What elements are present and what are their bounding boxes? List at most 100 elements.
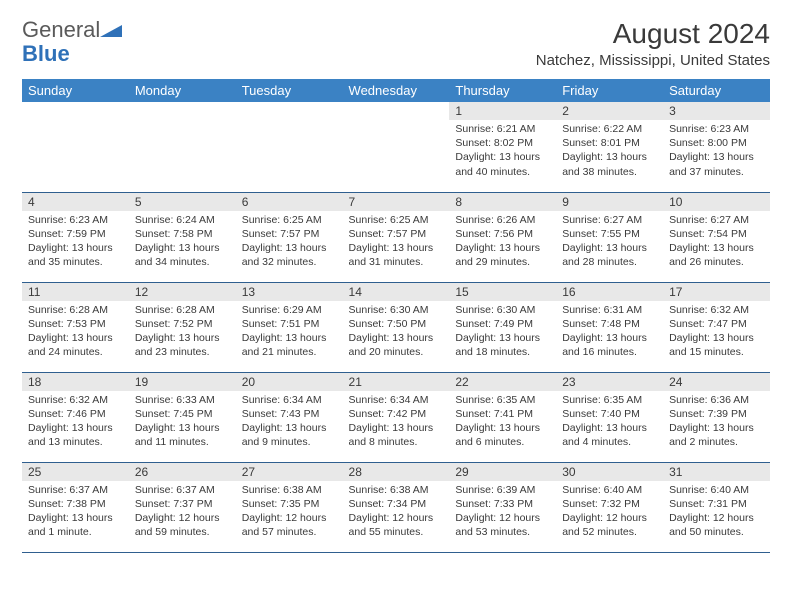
calendar-day-cell: 28Sunrise: 6:38 AMSunset: 7:34 PMDayligh… <box>343 462 450 552</box>
day-number: 24 <box>663 373 770 391</box>
weekday-header-row: SundayMondayTuesdayWednesdayThursdayFrid… <box>22 79 770 102</box>
day-info: Sunrise: 6:37 AMSunset: 7:37 PMDaylight:… <box>129 481 236 544</box>
day-number: 15 <box>449 283 556 301</box>
day-info: Sunrise: 6:27 AMSunset: 7:54 PMDaylight:… <box>663 211 770 274</box>
calendar-week-row: 18Sunrise: 6:32 AMSunset: 7:46 PMDayligh… <box>22 372 770 462</box>
calendar-day-cell: 5Sunrise: 6:24 AMSunset: 7:58 PMDaylight… <box>129 192 236 282</box>
day-info: Sunrise: 6:25 AMSunset: 7:57 PMDaylight:… <box>343 211 450 274</box>
day-number: 22 <box>449 373 556 391</box>
day-info: Sunrise: 6:32 AMSunset: 7:47 PMDaylight:… <box>663 301 770 364</box>
calendar-day-cell: 11Sunrise: 6:28 AMSunset: 7:53 PMDayligh… <box>22 282 129 372</box>
calendar-day-cell: 3Sunrise: 6:23 AMSunset: 8:00 PMDaylight… <box>663 102 770 192</box>
day-number: 6 <box>236 193 343 211</box>
calendar-day-cell: 26Sunrise: 6:37 AMSunset: 7:37 PMDayligh… <box>129 462 236 552</box>
weekday-header: Saturday <box>663 79 770 102</box>
calendar-day-cell <box>343 102 450 192</box>
calendar-day-cell: 19Sunrise: 6:33 AMSunset: 7:45 PMDayligh… <box>129 372 236 462</box>
calendar-day-cell: 12Sunrise: 6:28 AMSunset: 7:52 PMDayligh… <box>129 282 236 372</box>
day-info: Sunrise: 6:23 AMSunset: 7:59 PMDaylight:… <box>22 211 129 274</box>
brand-logo: General Blue <box>22 18 122 66</box>
day-number: 2 <box>556 102 663 120</box>
calendar-day-cell: 25Sunrise: 6:37 AMSunset: 7:38 PMDayligh… <box>22 462 129 552</box>
weekday-header: Friday <box>556 79 663 102</box>
weekday-header: Thursday <box>449 79 556 102</box>
day-info: Sunrise: 6:40 AMSunset: 7:32 PMDaylight:… <box>556 481 663 544</box>
calendar-week-row: 25Sunrise: 6:37 AMSunset: 7:38 PMDayligh… <box>22 462 770 552</box>
day-number: 19 <box>129 373 236 391</box>
day-info: Sunrise: 6:28 AMSunset: 7:53 PMDaylight:… <box>22 301 129 364</box>
day-number: 11 <box>22 283 129 301</box>
day-info: Sunrise: 6:40 AMSunset: 7:31 PMDaylight:… <box>663 481 770 544</box>
day-number: 4 <box>22 193 129 211</box>
day-info: Sunrise: 6:21 AMSunset: 8:02 PMDaylight:… <box>449 120 556 183</box>
day-number: 3 <box>663 102 770 120</box>
location: Natchez, Mississippi, United States <box>536 52 770 69</box>
day-info: Sunrise: 6:24 AMSunset: 7:58 PMDaylight:… <box>129 211 236 274</box>
day-info: Sunrise: 6:35 AMSunset: 7:41 PMDaylight:… <box>449 391 556 454</box>
day-number: 10 <box>663 193 770 211</box>
day-number: 25 <box>22 463 129 481</box>
day-number: 16 <box>556 283 663 301</box>
day-number: 12 <box>129 283 236 301</box>
day-number: 14 <box>343 283 450 301</box>
day-number: 5 <box>129 193 236 211</box>
month-title: August 2024 <box>536 18 770 50</box>
calendar-day-cell: 21Sunrise: 6:34 AMSunset: 7:42 PMDayligh… <box>343 372 450 462</box>
calendar-day-cell: 27Sunrise: 6:38 AMSunset: 7:35 PMDayligh… <box>236 462 343 552</box>
calendar-week-row: 4Sunrise: 6:23 AMSunset: 7:59 PMDaylight… <box>22 192 770 282</box>
day-number: 18 <box>22 373 129 391</box>
calendar-day-cell: 17Sunrise: 6:32 AMSunset: 7:47 PMDayligh… <box>663 282 770 372</box>
day-info: Sunrise: 6:30 AMSunset: 7:49 PMDaylight:… <box>449 301 556 364</box>
calendar-day-cell <box>236 102 343 192</box>
calendar-day-cell: 14Sunrise: 6:30 AMSunset: 7:50 PMDayligh… <box>343 282 450 372</box>
day-number: 21 <box>343 373 450 391</box>
day-info: Sunrise: 6:27 AMSunset: 7:55 PMDaylight:… <box>556 211 663 274</box>
calendar-day-cell <box>22 102 129 192</box>
day-info: Sunrise: 6:30 AMSunset: 7:50 PMDaylight:… <box>343 301 450 364</box>
calendar-day-cell: 31Sunrise: 6:40 AMSunset: 7:31 PMDayligh… <box>663 462 770 552</box>
calendar-day-cell: 8Sunrise: 6:26 AMSunset: 7:56 PMDaylight… <box>449 192 556 282</box>
calendar-week-row: 11Sunrise: 6:28 AMSunset: 7:53 PMDayligh… <box>22 282 770 372</box>
calendar-day-cell: 23Sunrise: 6:35 AMSunset: 7:40 PMDayligh… <box>556 372 663 462</box>
weekday-header: Wednesday <box>343 79 450 102</box>
calendar-day-cell: 2Sunrise: 6:22 AMSunset: 8:01 PMDaylight… <box>556 102 663 192</box>
day-number: 26 <box>129 463 236 481</box>
day-info: Sunrise: 6:23 AMSunset: 8:00 PMDaylight:… <box>663 120 770 183</box>
day-number: 1 <box>449 102 556 120</box>
day-info: Sunrise: 6:38 AMSunset: 7:35 PMDaylight:… <box>236 481 343 544</box>
day-info: Sunrise: 6:39 AMSunset: 7:33 PMDaylight:… <box>449 481 556 544</box>
calendar-table: SundayMondayTuesdayWednesdayThursdayFrid… <box>22 79 770 553</box>
day-number: 13 <box>236 283 343 301</box>
weekday-header: Monday <box>129 79 236 102</box>
calendar-week-row: 1Sunrise: 6:21 AMSunset: 8:02 PMDaylight… <box>22 102 770 192</box>
day-number: 31 <box>663 463 770 481</box>
day-number: 30 <box>556 463 663 481</box>
calendar-day-cell: 13Sunrise: 6:29 AMSunset: 7:51 PMDayligh… <box>236 282 343 372</box>
calendar-day-cell: 20Sunrise: 6:34 AMSunset: 7:43 PMDayligh… <box>236 372 343 462</box>
calendar-day-cell: 1Sunrise: 6:21 AMSunset: 8:02 PMDaylight… <box>449 102 556 192</box>
day-number: 29 <box>449 463 556 481</box>
day-info: Sunrise: 6:33 AMSunset: 7:45 PMDaylight:… <box>129 391 236 454</box>
calendar-day-cell: 18Sunrise: 6:32 AMSunset: 7:46 PMDayligh… <box>22 372 129 462</box>
day-info: Sunrise: 6:32 AMSunset: 7:46 PMDaylight:… <box>22 391 129 454</box>
day-info: Sunrise: 6:36 AMSunset: 7:39 PMDaylight:… <box>663 391 770 454</box>
calendar-day-cell: 9Sunrise: 6:27 AMSunset: 7:55 PMDaylight… <box>556 192 663 282</box>
day-info: Sunrise: 6:25 AMSunset: 7:57 PMDaylight:… <box>236 211 343 274</box>
day-info: Sunrise: 6:29 AMSunset: 7:51 PMDaylight:… <box>236 301 343 364</box>
day-number: 9 <box>556 193 663 211</box>
day-number: 17 <box>663 283 770 301</box>
day-info: Sunrise: 6:31 AMSunset: 7:48 PMDaylight:… <box>556 301 663 364</box>
day-number: 7 <box>343 193 450 211</box>
day-info: Sunrise: 6:28 AMSunset: 7:52 PMDaylight:… <box>129 301 236 364</box>
calendar-day-cell: 15Sunrise: 6:30 AMSunset: 7:49 PMDayligh… <box>449 282 556 372</box>
day-info: Sunrise: 6:38 AMSunset: 7:34 PMDaylight:… <box>343 481 450 544</box>
day-number: 8 <box>449 193 556 211</box>
weekday-header: Sunday <box>22 79 129 102</box>
title-block: August 2024 Natchez, Mississippi, United… <box>536 18 770 69</box>
day-info: Sunrise: 6:35 AMSunset: 7:40 PMDaylight:… <box>556 391 663 454</box>
calendar-day-cell: 6Sunrise: 6:25 AMSunset: 7:57 PMDaylight… <box>236 192 343 282</box>
calendar-day-cell: 30Sunrise: 6:40 AMSunset: 7:32 PMDayligh… <box>556 462 663 552</box>
calendar-day-cell: 29Sunrise: 6:39 AMSunset: 7:33 PMDayligh… <box>449 462 556 552</box>
day-number: 28 <box>343 463 450 481</box>
logo-triangle-icon <box>100 23 122 44</box>
